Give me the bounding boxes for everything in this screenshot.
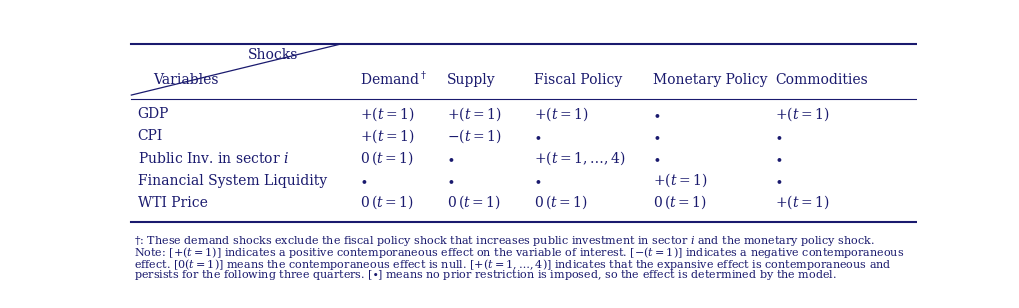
Text: $+(t=1)$: $+(t=1)$ <box>652 172 707 189</box>
Text: CPI: CPI <box>138 129 163 144</box>
Text: $\bullet$: $\bullet$ <box>447 174 454 188</box>
Text: $\bullet$: $\bullet$ <box>652 129 660 144</box>
Text: effect. $[0(t=1)]$ means the contemporaneous effect is null. $[+(t=1,\ldots,4)]$: effect. $[0(t=1)]$ means the contemporan… <box>133 257 892 272</box>
Text: $0\,(t=1)$: $0\,(t=1)$ <box>361 150 415 167</box>
Text: Demand$^\dagger$: Demand$^\dagger$ <box>361 71 428 88</box>
Text: Note: $[+(t=1)]$ indicates a positive contemporaneous effect on the variable of : Note: $[+(t=1)]$ indicates a positive co… <box>133 245 904 260</box>
Text: $\bullet$: $\bullet$ <box>774 174 783 188</box>
Text: $-(t=1)$: $-(t=1)$ <box>447 128 501 145</box>
Text: $+(t=1)$: $+(t=1)$ <box>361 106 415 123</box>
Text: Variables: Variables <box>154 73 219 87</box>
Text: persists for the following three quarters. $[\bullet]$ means no prior restrictio: persists for the following three quarter… <box>133 268 837 282</box>
Text: Fiscal Policy: Fiscal Policy <box>534 73 623 87</box>
Text: Financial System Liquidity: Financial System Liquidity <box>138 174 327 188</box>
Text: $0\,(t=1)$: $0\,(t=1)$ <box>447 194 501 212</box>
Text: Public Inv. in sector $i$: Public Inv. in sector $i$ <box>138 151 288 166</box>
Text: $0\,(t=1)$: $0\,(t=1)$ <box>652 194 706 212</box>
Text: $\bullet$: $\bullet$ <box>652 107 660 121</box>
Text: $\bullet$: $\bullet$ <box>774 129 783 144</box>
Text: $\dagger$: These demand shocks exclude the fiscal policy shock that increases pu: $\dagger$: These demand shocks exclude t… <box>133 234 874 248</box>
Text: $+(t=1)$: $+(t=1)$ <box>774 194 829 212</box>
Text: Commodities: Commodities <box>774 73 868 87</box>
Text: $\bullet$: $\bullet$ <box>447 152 454 165</box>
Text: $\bullet$: $\bullet$ <box>652 152 660 165</box>
Text: $+(t=1,\ldots,4)$: $+(t=1,\ldots,4)$ <box>534 150 626 167</box>
Text: Supply: Supply <box>447 73 496 87</box>
Text: Shocks: Shocks <box>249 48 299 62</box>
Text: $\bullet$: $\bullet$ <box>361 174 368 188</box>
Text: $+(t=1)$: $+(t=1)$ <box>361 128 415 145</box>
Text: $+(t=1)$: $+(t=1)$ <box>534 106 589 123</box>
Text: GDP: GDP <box>138 107 169 121</box>
Text: $0\,(t=1)$: $0\,(t=1)$ <box>361 194 415 212</box>
Text: $+(t=1)$: $+(t=1)$ <box>774 106 829 123</box>
Text: $+(t=1)$: $+(t=1)$ <box>447 106 501 123</box>
Text: $\bullet$: $\bullet$ <box>534 174 541 188</box>
Text: Monetary Policy: Monetary Policy <box>652 73 767 87</box>
Text: $0\,(t=1)$: $0\,(t=1)$ <box>534 194 588 212</box>
Text: $\bullet$: $\bullet$ <box>534 129 541 144</box>
Text: WTI Price: WTI Price <box>138 196 208 210</box>
Text: $\bullet$: $\bullet$ <box>774 152 783 165</box>
